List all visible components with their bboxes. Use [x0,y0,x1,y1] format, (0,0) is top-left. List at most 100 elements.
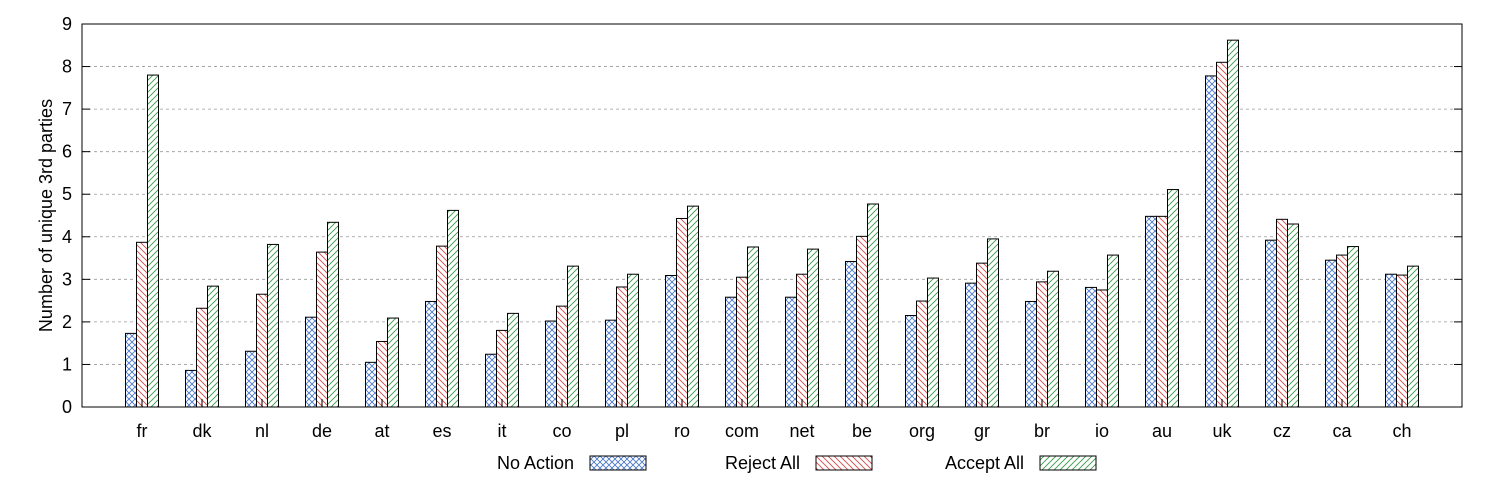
bar-ca-no-action [1325,259,1337,408]
x-tick-label: co [552,421,571,441]
bar-au-accept-all [1167,189,1179,408]
bars [125,39,1419,408]
y-tick-label: 3 [62,269,72,289]
bar-dk-accept-all [207,285,219,408]
x-tick-label: be [852,421,872,441]
y-tick-label: 7 [62,99,72,119]
legend-label: Accept All [945,453,1024,473]
x-tick-label: es [432,421,451,441]
bar-cz-reject-all [1276,218,1288,408]
bar-es-no-action [425,300,437,408]
bar-nl-no-action [245,350,257,408]
x-tick-label: gr [974,421,990,441]
bar-net-reject-all [796,273,808,408]
y-tick-label: 1 [62,354,72,374]
y-tick-label: 9 [62,14,72,34]
bar-gr-reject-all [976,262,988,408]
y-tick-label: 5 [62,184,72,204]
bar-uk-no-action [1205,75,1217,408]
bar-de-accept-all [327,221,339,408]
legend-label: No Action [497,453,574,473]
bar-com-accept-all [747,246,759,408]
bar-ch-reject-all [1396,274,1408,408]
bar-be-reject-all [856,235,868,408]
bar-cz-accept-all [1287,223,1299,408]
bar-be-no-action [845,260,857,408]
x-tick-label: ca [1332,421,1352,441]
bar-dk-reject-all [196,307,208,408]
bar-org-no-action [905,315,917,408]
plot-frame [81,23,1463,408]
x-tick-label: au [1152,421,1172,441]
bar-at-no-action [365,361,377,408]
x-tick-label: org [909,421,935,441]
x-tick-label: at [374,421,389,441]
bar-fr-no-action [125,332,137,408]
y-tick-label: 8 [62,57,72,77]
bar-ch-accept-all [1407,265,1419,408]
x-tick-label: net [789,421,814,441]
bar-gr-no-action [965,282,977,408]
bar-nl-accept-all [267,243,279,408]
bar-co-accept-all [567,265,579,408]
bar-at-reject-all [376,340,388,408]
x-tick-label: fr [137,421,148,441]
bar-uk-reject-all [1216,61,1228,408]
bar-es-accept-all [447,209,459,408]
bar-fr-accept-all [147,74,159,408]
bar-de-reject-all [316,251,328,408]
bar-io-accept-all [1107,254,1119,408]
bar-cz-no-action [1265,239,1277,408]
bar-br-no-action [1025,300,1037,408]
x-axis-ticks: fr dk nl de at es it co pl ro com net be org gr br io au u… [137,399,1412,441]
x-tick-label: pl [615,421,629,441]
bar-ch-no-action [1385,273,1397,408]
bar-org-accept-all [927,277,939,408]
bar-es-reject-all [436,245,448,408]
bar-org-reject-all [916,300,928,408]
bar-nl-reject-all [256,293,268,408]
bar-net-no-action [785,296,797,408]
bar-com-no-action [725,296,737,408]
bar-br-accept-all [1047,270,1059,408]
y-tick-label: 4 [62,227,72,247]
x-tick-label: br [1034,421,1050,441]
bar-io-no-action [1085,286,1097,408]
bar-ro-no-action [665,275,677,408]
bar-ro-accept-all [687,205,699,408]
y-tick-label: 0 [62,397,72,417]
bar-dk-no-action [185,369,197,408]
y-axis-ticks: 0 1 2 3 4 5 6 7 8 9 [62,14,1462,417]
bar-au-reject-all [1156,215,1168,408]
bar-pl-no-action [605,319,617,408]
y-tick-label: 6 [62,142,72,162]
x-tick-label: it [498,421,507,441]
bar-net-accept-all [807,248,819,408]
bar-gr-accept-all [987,238,999,408]
y-tick-label: 2 [62,312,72,332]
bar-de-no-action [305,316,317,408]
bar-at-accept-all [387,317,399,408]
y-axis-title: Number of unique 3rd parties [36,99,56,332]
bar-pl-accept-all [627,273,639,408]
legend-label: Reject All [725,453,800,473]
x-tick-label: cz [1273,421,1291,441]
bar-pl-reject-all [616,286,628,408]
bar-com-reject-all [736,276,748,408]
gridlines [82,66,1462,365]
bar-uk-accept-all [1227,39,1239,408]
legend: No Action Reject All Accept All [497,453,1097,473]
legend-swatch [589,455,647,471]
x-tick-label: ro [674,421,690,441]
x-tick-label: uk [1212,421,1232,441]
x-tick-label: dk [192,421,212,441]
bar-co-no-action [545,320,557,408]
bar-io-reject-all [1096,289,1108,408]
x-tick-label: io [1095,421,1109,441]
bar-br-reject-all [1036,281,1048,408]
bar-au-no-action [1145,215,1157,408]
bar-it-reject-all [496,329,508,408]
bar-co-reject-all [556,305,568,408]
x-tick-label: com [725,421,759,441]
